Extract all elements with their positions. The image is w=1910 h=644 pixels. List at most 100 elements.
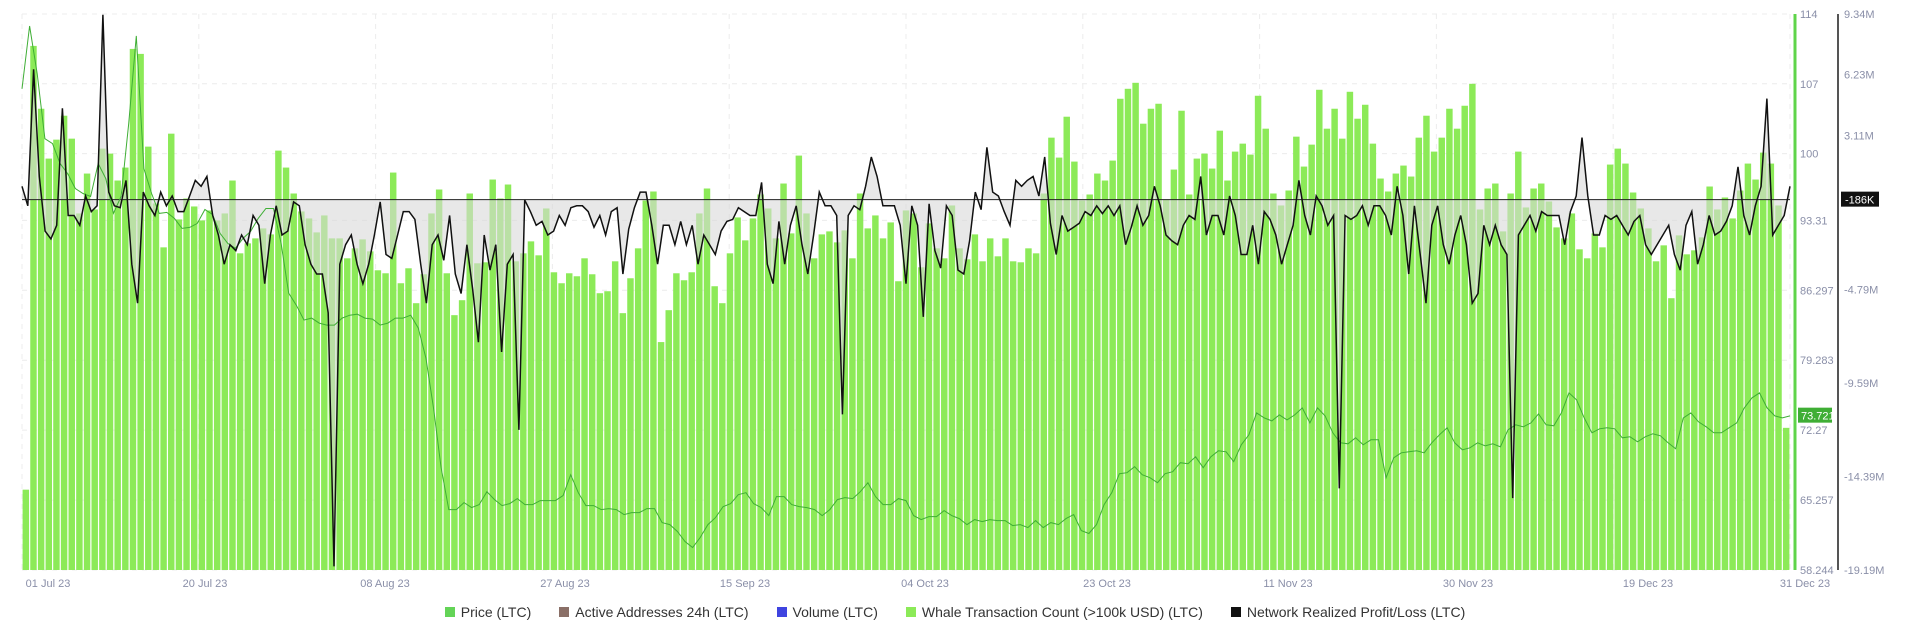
- whale-bar: [458, 300, 466, 570]
- whale-bar: [1492, 183, 1499, 570]
- whale-bar: [1384, 191, 1392, 571]
- whale-bar: [1308, 144, 1315, 570]
- whale-bar: [1170, 169, 1178, 570]
- whale-bar: [757, 194, 764, 570]
- whale-bar: [588, 274, 596, 570]
- whale-bar: [696, 213, 703, 570]
- whale-bar: [229, 180, 236, 570]
- legend-label: Price (LTC): [460, 604, 532, 620]
- whale-bar: [872, 215, 879, 571]
- whale-bar: [611, 261, 619, 570]
- legend-swatch: [905, 607, 916, 617]
- whale-bar: [849, 258, 856, 570]
- whale-bar: [344, 258, 351, 570]
- whale-bar: [474, 263, 481, 570]
- x-tick-label: 27 Aug 23: [540, 578, 590, 590]
- y-tick-label-profit: -9.59M: [1844, 378, 1878, 390]
- whale-bar: [887, 222, 894, 571]
- whale-bar: [688, 272, 695, 570]
- whale-bar: [305, 218, 313, 570]
- whale-bar: [1614, 148, 1622, 570]
- legend-item[interactable]: Whale Transaction Count (>100k USD) (LTC…: [905, 604, 1203, 620]
- whale-bar: [1277, 205, 1285, 570]
- y-tick-label-profit: -14.39M: [1844, 471, 1884, 483]
- legend-item[interactable]: Volume (LTC): [776, 604, 878, 620]
- whale-bar: [856, 193, 864, 570]
- whale-bar: [1583, 258, 1591, 570]
- whale-bar: [497, 198, 504, 570]
- legend-swatch: [559, 607, 570, 617]
- whale-bar: [267, 234, 274, 571]
- whale-bar: [941, 258, 948, 570]
- whale-bar: [1231, 151, 1239, 570]
- whale-bar: [1117, 98, 1124, 570]
- whale-bar: [1017, 262, 1025, 570]
- whale-bar: [543, 208, 550, 570]
- current-profit-badge: [1841, 191, 1879, 207]
- legend-item[interactable]: Active Addresses 24h (LTC): [559, 604, 749, 620]
- whale-bar: [83, 173, 91, 570]
- whale-bar: [726, 253, 734, 571]
- whale-bar: [1407, 176, 1415, 570]
- whale-bar: [1101, 180, 1109, 570]
- legend-swatch: [776, 607, 787, 617]
- whale-bar: [1162, 199, 1170, 570]
- whale-bar: [1538, 183, 1545, 570]
- legend-label: Active Addresses 24h (LTC): [575, 604, 749, 620]
- whale-bar: [1453, 128, 1461, 571]
- whale-bar: [841, 230, 848, 570]
- whale-bar: [1078, 200, 1086, 570]
- whale-bar: [451, 315, 458, 570]
- x-tick-label: 19 Dec 23: [1623, 578, 1673, 590]
- whale-bar: [1124, 88, 1132, 570]
- current-price-badge: [1798, 407, 1832, 423]
- whale-bar: [1262, 128, 1269, 571]
- whale-bar: [37, 108, 45, 571]
- x-tick-label: 11 Nov 23: [1263, 578, 1312, 590]
- legend-swatch: [1230, 607, 1241, 617]
- x-tick-label: 23 Oct 23: [1083, 578, 1131, 590]
- whale-bar: [367, 251, 374, 570]
- x-tick-label: 20 Jul 23: [183, 578, 228, 590]
- whale-bar: [1515, 151, 1522, 570]
- whale-bar: [137, 53, 144, 571]
- whale-bar: [389, 172, 397, 571]
- whale-bar: [76, 213, 83, 570]
- whale-bar: [925, 223, 933, 570]
- y-tick-label-price: 79.283: [1800, 355, 1834, 367]
- whale-bar: [160, 247, 167, 571]
- whale-bar: [1729, 218, 1736, 570]
- legend-item[interactable]: Network Realized Profit/Loss (LTC): [1230, 604, 1466, 620]
- whale-bar: [114, 180, 121, 570]
- whale-bar: [1032, 253, 1040, 571]
- whale-bar: [1469, 83, 1476, 571]
- whale-bar: [581, 258, 588, 570]
- whale-bar: [1071, 161, 1078, 570]
- whale-bar: [359, 239, 366, 570]
- whale-bar: [1254, 95, 1262, 570]
- whale-bar: [298, 211, 305, 570]
- whale-bar: [1706, 186, 1713, 570]
- y-tick-label-price: 100: [1800, 149, 1818, 161]
- whale-bar: [190, 206, 198, 570]
- whale-bar: [787, 233, 795, 570]
- whale-bar: [1522, 207, 1530, 570]
- whale-bar: [1545, 201, 1553, 570]
- whale-bar: [198, 220, 206, 570]
- whale-bar: [1499, 231, 1507, 570]
- whale-bar: [129, 48, 137, 570]
- whale-bar: [803, 213, 810, 570]
- whale-bar: [1147, 108, 1155, 571]
- whale-bar: [1270, 193, 1277, 570]
- legend-item[interactable]: Price (LTC): [444, 604, 532, 620]
- whale-bar: [321, 215, 328, 571]
- y-tick-label-price: 72.27: [1800, 425, 1828, 437]
- whale-bar: [1752, 179, 1759, 570]
- whale-bar: [405, 268, 412, 570]
- whale-bar: [1782, 427, 1790, 570]
- whale-bar: [1201, 153, 1208, 571]
- profit-loss-line: [21, 14, 1791, 567]
- y-tick-label-price: 65.257: [1800, 495, 1834, 507]
- legend-label: Network Realized Profit/Loss (LTC): [1246, 604, 1466, 620]
